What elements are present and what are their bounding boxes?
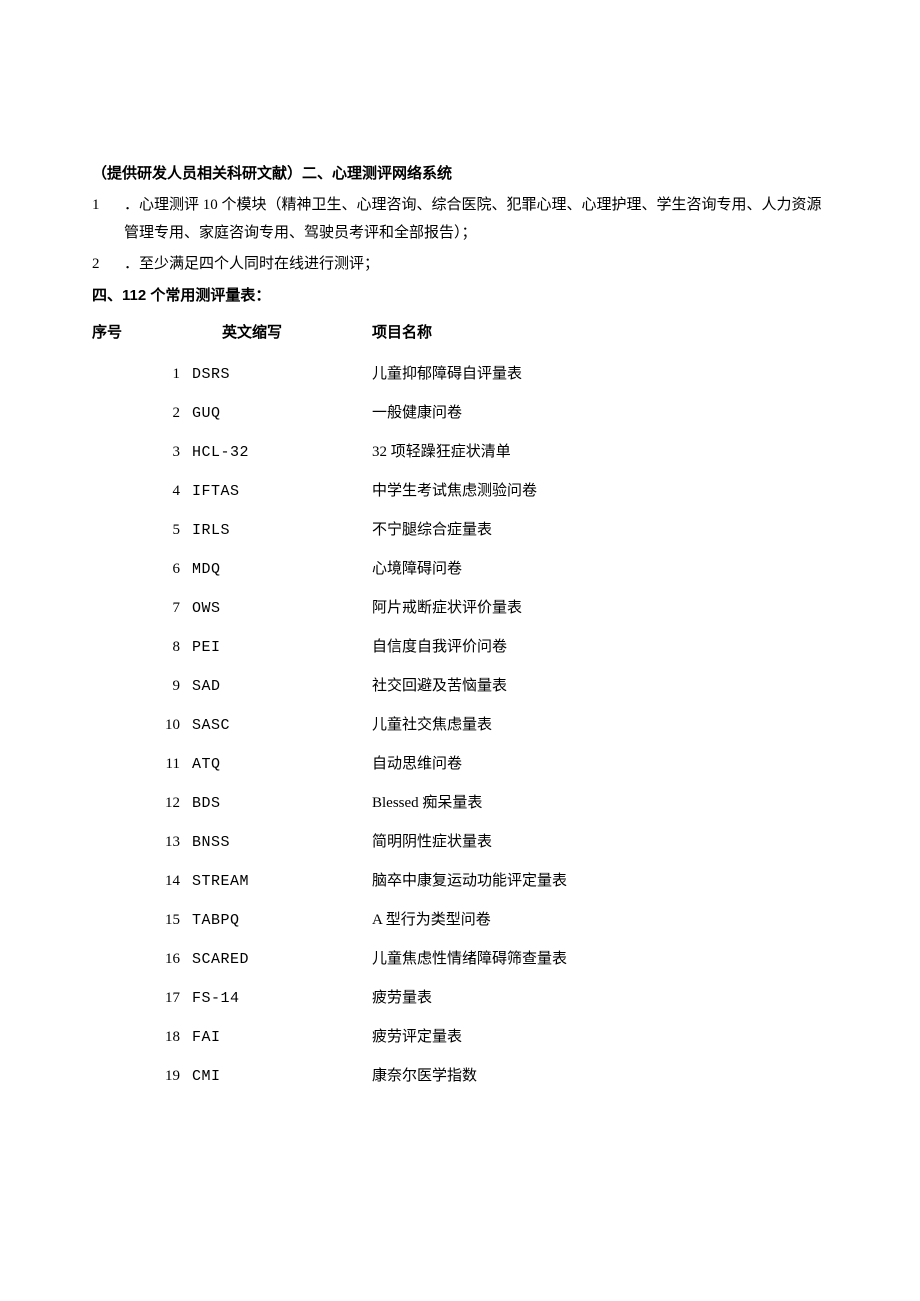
table-row: 7OWS阿片戒断症状评价量表 <box>92 589 828 628</box>
section-heading: （提供研发人员相关科研文献）二、心理测评网络系统 <box>92 160 828 189</box>
cell-seq: 15 <box>92 901 192 940</box>
table-row: 14STREAM脑卒中康复运动功能评定量表 <box>92 862 828 901</box>
cell-seq: 18 <box>92 1018 192 1057</box>
list-text: ．至少满足四个人同时在线进行测评； <box>122 250 828 279</box>
cell-name: A 型行为类型问卷 <box>372 901 828 940</box>
cell-abbr: SAD <box>192 667 372 706</box>
cell-seq: 14 <box>92 862 192 901</box>
cell-name: 疲劳评定量表 <box>372 1018 828 1057</box>
cell-name: 阿片戒断症状评价量表 <box>372 589 828 628</box>
cell-name: 不宁腿综合症量表 <box>372 511 828 550</box>
cell-seq: 3 <box>92 433 192 472</box>
cell-abbr: TABPQ <box>192 901 372 940</box>
cell-seq: 9 <box>92 667 192 706</box>
table-row: 17FS-14疲劳量表 <box>92 979 828 1018</box>
cell-seq: 16 <box>92 940 192 979</box>
cell-name: 儿童抑郁障碍自评量表 <box>372 355 828 394</box>
list-number: 1 <box>92 191 122 248</box>
table-row: 8PEI自信度自我评价问卷 <box>92 628 828 667</box>
cell-name: 心境障碍问卷 <box>372 550 828 589</box>
cell-name: 疲劳量表 <box>372 979 828 1018</box>
list-number: 2 <box>92 250 122 279</box>
cell-abbr: STREAM <box>192 862 372 901</box>
cell-abbr: FS-14 <box>192 979 372 1018</box>
table-row: 6MDQ心境障碍问卷 <box>92 550 828 589</box>
cell-seq: 19 <box>92 1057 192 1096</box>
table-row: 9SAD社交回避及苦恼量表 <box>92 667 828 706</box>
cell-abbr: OWS <box>192 589 372 628</box>
header-seq: 序号 <box>92 319 192 348</box>
cell-seq: 11 <box>92 745 192 784</box>
table-header-row: 序号 英文缩写 项目名称 <box>92 319 828 348</box>
table-row: 2GUQ一般健康问卷 <box>92 394 828 433</box>
cell-name: 康奈尔医学指数 <box>372 1057 828 1096</box>
table-body: 1DSRS儿童抑郁障碍自评量表2GUQ一般健康问卷3HCL-3232 项轻躁狂症… <box>92 355 828 1096</box>
table-row: 4IFTAS中学生考试焦虑测验问卷 <box>92 472 828 511</box>
cell-seq: 12 <box>92 784 192 823</box>
cell-abbr: BDS <box>192 784 372 823</box>
cell-name: 一般健康问卷 <box>372 394 828 433</box>
cell-seq: 10 <box>92 706 192 745</box>
cell-seq: 8 <box>92 628 192 667</box>
table-row: 11ATQ自动思维问卷 <box>92 745 828 784</box>
cell-abbr: HCL-32 <box>192 433 372 472</box>
cell-abbr: SCARED <box>192 940 372 979</box>
heading-text: （提供研发人员相关科研文献）二、心理测评网络系统 <box>92 165 452 182</box>
cell-abbr: PEI <box>192 628 372 667</box>
table-row: 16SCARED儿童焦虑性情绪障碍筛查量表 <box>92 940 828 979</box>
header-abbr: 英文缩写 <box>192 319 372 348</box>
cell-abbr: DSRS <box>192 355 372 394</box>
list-item-1: 1 ．心理测评 10 个模块（精神卫生、心理咨询、综合医院、犯罪心理、心理护理、… <box>92 191 828 248</box>
cell-abbr: MDQ <box>192 550 372 589</box>
cell-abbr: FAI <box>192 1018 372 1057</box>
cell-name: 32 项轻躁狂症状清单 <box>372 433 828 472</box>
table-row: 10SASC儿童社交焦虑量表 <box>92 706 828 745</box>
cell-name: 简明阴性症状量表 <box>372 823 828 862</box>
table-row: 13BNSS简明阴性症状量表 <box>92 823 828 862</box>
cell-abbr: GUQ <box>192 394 372 433</box>
cell-seq: 17 <box>92 979 192 1018</box>
cell-name: 脑卒中康复运动功能评定量表 <box>372 862 828 901</box>
cell-abbr: IFTAS <box>192 472 372 511</box>
cell-name: 儿童焦虑性情绪障碍筛查量表 <box>372 940 828 979</box>
cell-abbr: SASC <box>192 706 372 745</box>
table-row: 19CMI康奈尔医学指数 <box>92 1057 828 1096</box>
list-item-2: 2 ．至少满足四个人同时在线进行测评； <box>92 250 828 279</box>
table-row: 1DSRS儿童抑郁障碍自评量表 <box>92 355 828 394</box>
table-row: 5IRLS不宁腿综合症量表 <box>92 511 828 550</box>
cell-name: 自信度自我评价问卷 <box>372 628 828 667</box>
cell-name: 社交回避及苦恼量表 <box>372 667 828 706</box>
cell-name: 儿童社交焦虑量表 <box>372 706 828 745</box>
cell-seq: 2 <box>92 394 192 433</box>
cell-abbr: ATQ <box>192 745 372 784</box>
table-row: 12BDSBlessed 痴呆量表 <box>92 784 828 823</box>
cell-seq: 5 <box>92 511 192 550</box>
cell-abbr: BNSS <box>192 823 372 862</box>
cell-name: 中学生考试焦虑测验问卷 <box>372 472 828 511</box>
list-text: ．心理测评 10 个模块（精神卫生、心理咨询、综合医院、犯罪心理、心理护理、学生… <box>122 191 828 248</box>
cell-name: 自动思维问卷 <box>372 745 828 784</box>
cell-seq: 4 <box>92 472 192 511</box>
cell-abbr: IRLS <box>192 511 372 550</box>
table-row: 15TABPQA 型行为类型问卷 <box>92 901 828 940</box>
header-name: 项目名称 <box>372 319 828 348</box>
table-row: 3HCL-3232 项轻躁狂症状清单 <box>92 433 828 472</box>
cell-abbr: CMI <box>192 1057 372 1096</box>
table-row: 18FAI疲劳评定量表 <box>92 1018 828 1057</box>
cell-seq: 6 <box>92 550 192 589</box>
cell-seq: 13 <box>92 823 192 862</box>
section-4-title: 四、112 个常用测评量表： <box>92 282 828 311</box>
cell-name: Blessed 痴呆量表 <box>372 784 828 823</box>
cell-seq: 7 <box>92 589 192 628</box>
cell-seq: 1 <box>92 355 192 394</box>
